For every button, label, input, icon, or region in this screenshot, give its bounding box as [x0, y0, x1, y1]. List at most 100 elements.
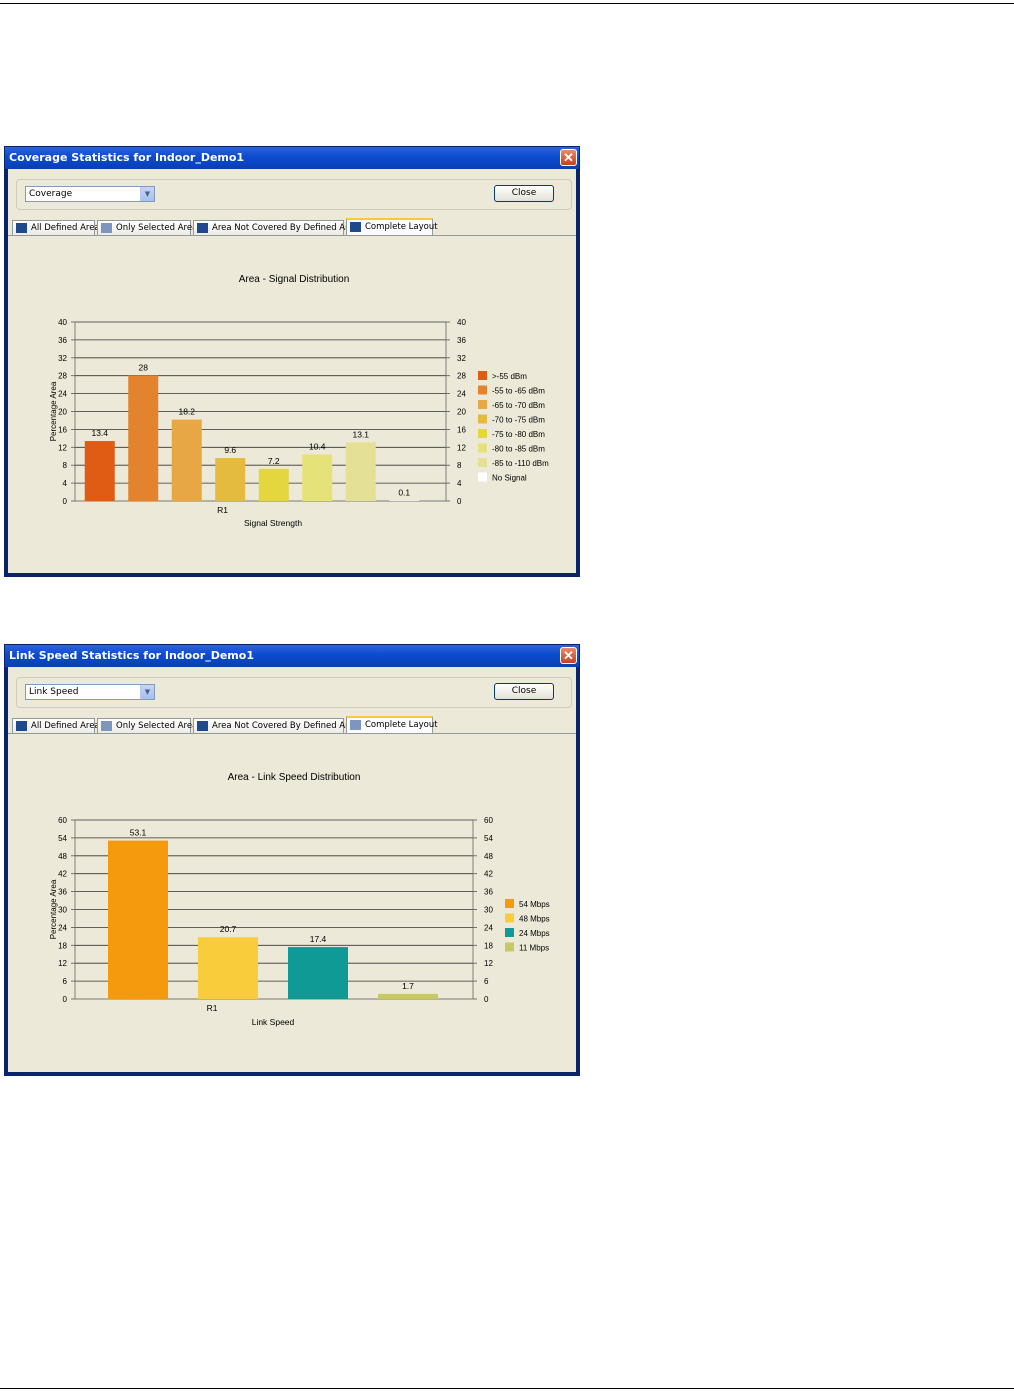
legend-swatch	[478, 458, 487, 467]
window-close-icon[interactable]: ✕	[560, 149, 577, 166]
legend-swatch	[505, 942, 514, 952]
bar	[258, 468, 289, 501]
y-right-tick-label: 48	[484, 852, 493, 861]
dropdown-value: Coverage	[29, 189, 73, 199]
y-right-tick-label: 12	[484, 959, 493, 968]
y-right-tick-label: 12	[457, 443, 466, 452]
grid-light-icon	[101, 223, 112, 233]
y-tick-label: 42	[58, 870, 67, 879]
grid-icon	[350, 222, 361, 232]
y-tick-label: 16	[58, 425, 67, 434]
close-button[interactable]: Close	[494, 185, 554, 202]
y-tick-label: 12	[58, 959, 67, 968]
y-tick-label: 36	[58, 888, 67, 897]
bar	[171, 419, 202, 501]
y-right-tick-label: 0	[457, 497, 462, 506]
y-tick-label: 48	[58, 852, 67, 861]
y-tick-label: 6	[63, 977, 68, 986]
toolbar-group	[16, 179, 572, 210]
tab-only-selected-area[interactable]: Only Selected Area	[97, 220, 197, 235]
legend-swatch	[478, 414, 487, 424]
category-label: R1	[217, 505, 228, 515]
window-client-area: Coverage ▼ Close All Defined Area Only S…	[8, 169, 576, 573]
legend-label: -75 to -80 dBm	[492, 430, 545, 439]
y-right-tick-label: 6	[484, 977, 489, 986]
statistics-type-dropdown[interactable]: Coverage ▼	[25, 186, 155, 202]
tab-only-selected-area[interactable]: Only Selected Area	[97, 718, 197, 733]
window-close-icon[interactable]: ✕	[560, 647, 577, 664]
data-label: 13.1	[352, 429, 369, 439]
tab-complete-layout[interactable]: Complete Layout	[346, 716, 438, 733]
data-label: 28	[139, 363, 149, 373]
y-right-tick-label: 8	[457, 461, 462, 470]
chevron-down-icon[interactable]: ▼	[140, 187, 154, 201]
bar	[345, 442, 376, 501]
legend-label: -70 to -75 dBm	[492, 416, 545, 425]
statistics-type-dropdown[interactable]: Link Speed ▼	[25, 684, 155, 700]
link-speed-statistics-window: Link Speed Statistics for Indoor_Demo1 ✕…	[4, 644, 580, 1076]
y-right-tick-label: 16	[457, 425, 466, 434]
y-right-tick-label: 20	[457, 408, 466, 417]
window-titlebar[interactable]: Coverage Statistics for Indoor_Demo1 ✕	[5, 147, 579, 169]
data-label: 7.2	[268, 456, 280, 466]
y-right-tick-label: 18	[484, 941, 493, 950]
chevron-down-icon[interactable]: ▼	[140, 685, 154, 699]
legend-swatch	[478, 385, 487, 395]
y-right-tick-label: 0	[484, 995, 489, 1004]
coverage-statistics-window: Coverage Statistics for Indoor_Demo1 ✕ C…	[4, 146, 580, 577]
y-right-tick-label: 60	[484, 816, 493, 825]
y-tick-label: 32	[58, 354, 67, 363]
y-tick-label: 54	[58, 834, 67, 843]
y-right-tick-label: 24	[457, 390, 466, 399]
window-titlebar[interactable]: Link Speed Statistics for Indoor_Demo1 ✕	[5, 645, 579, 667]
legend-label: -65 to -70 dBm	[492, 401, 545, 410]
grid-icon	[16, 223, 27, 233]
bar	[302, 454, 333, 501]
legend-swatch	[505, 899, 514, 908]
page-top-rule	[0, 3, 1014, 4]
grid-light-icon	[350, 720, 361, 730]
page-bottom-rule	[0, 1388, 1014, 1389]
link-speed-distribution-chart: Area - Link Speed Distribution Link Spee…	[49, 772, 550, 1027]
y-right-tick-label: 42	[484, 870, 493, 879]
legend-swatch	[478, 472, 487, 482]
close-button[interactable]: Close	[494, 683, 554, 700]
grid-light-icon	[101, 721, 112, 731]
data-label: 53.1	[130, 828, 147, 838]
legend-swatch	[478, 371, 487, 380]
x-axis-label: Link Speed	[252, 1017, 295, 1027]
y-tick-label: 0	[63, 497, 68, 506]
window-title: Link Speed Statistics for Indoor_Demo1	[9, 649, 254, 662]
legend-label: >-55 dBm	[492, 372, 527, 381]
grid-icon	[197, 721, 208, 731]
y-tick-label: 40	[58, 318, 67, 327]
data-label: 9.6	[224, 445, 236, 455]
y-tick-label: 28	[58, 372, 67, 381]
y-right-tick-label: 24	[484, 923, 493, 932]
tab-label: Complete Layout	[365, 222, 438, 232]
data-label: 10.4	[309, 441, 326, 451]
window-client-area: Link Speed ▼ Close All Defined Area Only…	[8, 667, 576, 1072]
y-tick-label: 8	[63, 461, 68, 470]
tab-label: Only Selected Area	[116, 223, 198, 233]
legend-swatch	[478, 443, 487, 453]
y-axis-label: Percentage Area	[49, 879, 58, 939]
data-label: 0.1	[398, 488, 410, 498]
y-tick-label: 60	[58, 816, 67, 825]
tab-label: Area Not Covered By Defined Area	[212, 223, 359, 233]
y-right-tick-label: 32	[457, 354, 466, 363]
tab-complete-layout[interactable]: Complete Layout	[346, 218, 438, 235]
legend-label: -55 to -65 dBm	[492, 387, 545, 396]
tab-label: All Defined Area	[31, 223, 100, 233]
tab-all-defined-area[interactable]: All Defined Area	[12, 718, 100, 733]
tab-area-not-covered[interactable]: Area Not Covered By Defined Area	[193, 718, 359, 733]
tab-all-defined-area[interactable]: All Defined Area	[12, 220, 100, 235]
y-tick-label: 24	[58, 923, 67, 932]
y-tick-label: 0	[63, 995, 68, 1004]
tab-label: All Defined Area	[31, 721, 100, 731]
y-tick-label: 24	[58, 390, 67, 399]
tab-area-not-covered[interactable]: Area Not Covered By Defined Area	[193, 220, 359, 235]
dropdown-value: Link Speed	[29, 687, 79, 697]
grid-icon	[16, 721, 27, 731]
chart-title: Area - Signal Distribution	[239, 274, 350, 285]
